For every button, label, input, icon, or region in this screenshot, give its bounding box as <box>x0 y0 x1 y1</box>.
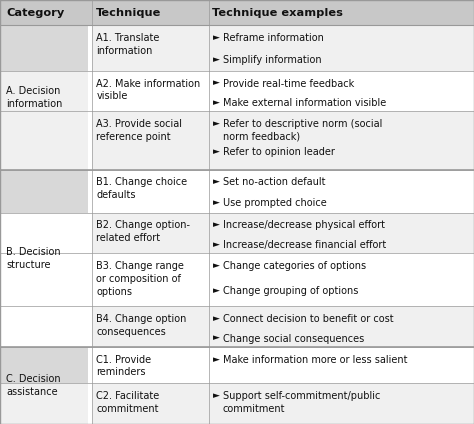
Bar <box>0 112 88 170</box>
Text: B4. Change option
consequences: B4. Change option consequences <box>96 314 187 337</box>
Text: C1. Provide
reminders: C1. Provide reminders <box>96 354 151 377</box>
Text: ►: ► <box>213 240 220 249</box>
Bar <box>92 25 209 71</box>
Bar <box>0 383 88 424</box>
Bar <box>209 383 474 424</box>
Text: A. Decision
information: A. Decision information <box>6 86 63 109</box>
Text: Change social consequences: Change social consequences <box>223 334 364 343</box>
Bar <box>0 170 88 213</box>
Bar <box>92 383 209 424</box>
Bar <box>209 347 474 383</box>
Bar <box>92 112 209 170</box>
Text: ►: ► <box>213 261 220 270</box>
Text: Refer to descriptive norm (social
norm feedback): Refer to descriptive norm (social norm f… <box>223 119 382 142</box>
Text: C2. Facilitate
commitment: C2. Facilitate commitment <box>96 391 159 414</box>
Text: Set no-action default: Set no-action default <box>223 177 325 187</box>
Text: Technique: Technique <box>96 8 162 18</box>
Text: ►: ► <box>213 354 220 364</box>
Text: ►: ► <box>213 198 220 207</box>
Text: Refer to opinion leader: Refer to opinion leader <box>223 147 335 157</box>
Text: ►: ► <box>213 314 220 323</box>
Text: Make information more or less salient: Make information more or less salient <box>223 354 407 365</box>
Text: Use prompted choice: Use prompted choice <box>223 198 327 208</box>
Bar <box>209 170 474 213</box>
Bar <box>209 253 474 307</box>
Bar <box>209 25 474 71</box>
Text: ►: ► <box>213 98 220 107</box>
Bar <box>0 25 88 71</box>
Text: ►: ► <box>213 334 220 343</box>
Text: Increase/decrease physical effort: Increase/decrease physical effort <box>223 220 385 230</box>
Bar <box>0 213 88 253</box>
Text: ►: ► <box>213 119 220 128</box>
Text: ►: ► <box>213 147 220 156</box>
Text: Simplify information: Simplify information <box>223 55 321 65</box>
Bar <box>0 0 474 25</box>
Text: B3. Change range
or composition of
options: B3. Change range or composition of optio… <box>96 261 184 296</box>
Bar <box>0 307 88 347</box>
Bar <box>209 71 474 112</box>
Text: ►: ► <box>213 287 220 296</box>
Text: B. Decision
structure: B. Decision structure <box>6 247 61 270</box>
Text: Make external information visible: Make external information visible <box>223 98 386 108</box>
Text: Support self-commitment/public
commitment: Support self-commitment/public commitmen… <box>223 391 380 414</box>
Text: Technique examples: Technique examples <box>212 8 343 18</box>
Text: ►: ► <box>213 177 220 186</box>
Bar <box>92 253 209 307</box>
Text: B1. Change choice
defaults: B1. Change choice defaults <box>96 177 187 200</box>
Bar <box>92 71 209 112</box>
Text: ►: ► <box>213 33 220 42</box>
Text: Change categories of options: Change categories of options <box>223 261 366 271</box>
Text: B2. Change option-
related effort: B2. Change option- related effort <box>96 220 190 243</box>
Bar <box>0 71 88 112</box>
Bar <box>92 170 209 213</box>
Bar <box>0 253 88 307</box>
Text: A3. Provide social
reference point: A3. Provide social reference point <box>96 119 182 142</box>
Text: A1. Translate
information: A1. Translate information <box>96 33 160 56</box>
Bar <box>92 307 209 347</box>
Text: C. Decision
assistance: C. Decision assistance <box>6 374 61 397</box>
Text: Reframe information: Reframe information <box>223 33 324 43</box>
Text: Category: Category <box>6 8 64 18</box>
Bar <box>0 347 88 383</box>
Text: Increase/decrease financial effort: Increase/decrease financial effort <box>223 240 386 250</box>
Bar <box>92 213 209 253</box>
Text: A2. Make information
visible: A2. Make information visible <box>96 78 201 101</box>
Text: ►: ► <box>213 391 220 400</box>
Text: Change grouping of options: Change grouping of options <box>223 287 358 296</box>
Text: Connect decision to benefit or cost: Connect decision to benefit or cost <box>223 314 393 324</box>
Bar <box>209 213 474 253</box>
Text: ►: ► <box>213 78 220 87</box>
Bar <box>209 112 474 170</box>
Bar <box>209 307 474 347</box>
Text: Provide real-time feedback: Provide real-time feedback <box>223 78 354 89</box>
Text: ►: ► <box>213 220 220 229</box>
Text: ►: ► <box>213 55 220 64</box>
Bar <box>92 347 209 383</box>
